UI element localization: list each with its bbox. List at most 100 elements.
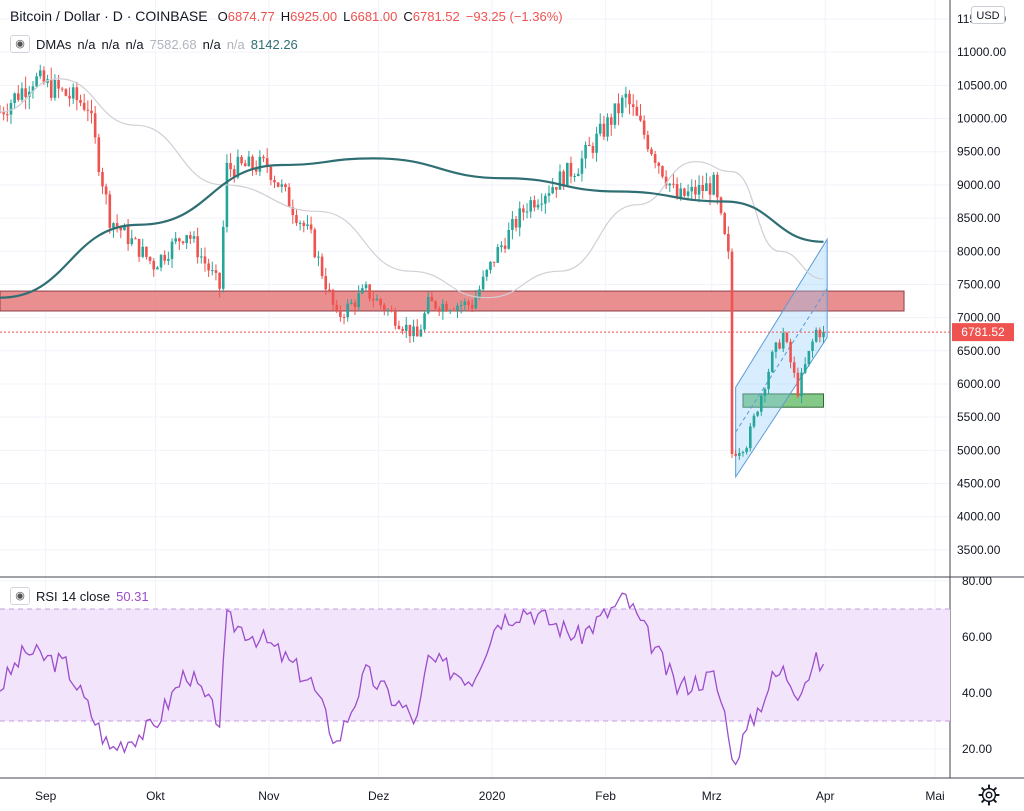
candle-body xyxy=(390,309,393,312)
dma-value-6: n/a xyxy=(226,36,245,52)
candle-body xyxy=(807,350,811,365)
candle xyxy=(668,182,672,192)
candle xyxy=(218,272,221,298)
candle xyxy=(738,448,741,460)
candle-body xyxy=(620,97,624,114)
candle xyxy=(807,350,811,367)
time-tick-label: Sep xyxy=(35,789,57,803)
candle-body xyxy=(741,452,745,454)
rsi-legend[interactable]: ◉ RSI 14 close 50.31 xyxy=(10,587,155,605)
candle-body xyxy=(108,194,112,228)
candle xyxy=(38,64,42,80)
candle xyxy=(774,341,778,359)
ma200-line xyxy=(0,157,824,299)
candle-body xyxy=(796,372,800,397)
candle-body xyxy=(642,120,646,135)
candle-body xyxy=(712,174,715,195)
candle xyxy=(375,294,379,301)
support-zone xyxy=(742,393,824,408)
candle xyxy=(251,154,254,176)
candle xyxy=(210,261,214,276)
candle-body xyxy=(503,245,507,249)
rsi-line xyxy=(0,592,825,766)
time-tick-label: Nov xyxy=(258,789,279,803)
candle xyxy=(372,290,375,308)
candle xyxy=(419,324,423,337)
candle-body xyxy=(130,238,134,245)
candle xyxy=(584,141,587,169)
candle xyxy=(181,240,185,245)
eye-icon[interactable]: ◉ xyxy=(10,35,30,53)
candle xyxy=(489,261,492,274)
candle xyxy=(141,238,145,259)
candle-body xyxy=(287,187,291,208)
candle-body xyxy=(24,88,27,98)
candle-body xyxy=(778,342,781,349)
candle xyxy=(745,446,748,455)
price-tick-label: 11000.00 xyxy=(957,45,1006,59)
candle-body xyxy=(456,305,459,311)
candle-body xyxy=(408,324,412,337)
candle xyxy=(368,283,371,302)
candle xyxy=(789,338,792,369)
candle-body xyxy=(767,371,770,390)
candle-body xyxy=(196,236,199,258)
candle-body xyxy=(64,89,68,96)
candle-body xyxy=(770,351,774,372)
candle xyxy=(536,199,540,210)
rsi-tick-label: 80.00 xyxy=(962,574,992,588)
price-tick-label: 7000.00 xyxy=(957,311,1001,325)
candle-body xyxy=(302,222,306,226)
candle-body xyxy=(423,313,426,330)
candle-body xyxy=(496,247,500,263)
dma-legend[interactable]: ◉ DMAs n/a n/a n/a 7582.68 n/a n/a 8142.… xyxy=(10,35,304,53)
time-tick-label: Apr xyxy=(816,789,835,803)
candle-body xyxy=(635,106,639,116)
candle xyxy=(339,305,342,322)
candle xyxy=(20,82,24,103)
currency-badge[interactable]: USD xyxy=(971,6,1005,24)
high-label: H xyxy=(280,8,291,24)
time-tick-label: Dez xyxy=(368,789,389,803)
candle-body xyxy=(357,293,360,308)
candle xyxy=(814,327,818,343)
candle xyxy=(657,161,661,174)
candle-body xyxy=(811,341,814,351)
candle-body xyxy=(803,364,807,373)
candles xyxy=(0,64,825,460)
candle xyxy=(31,81,35,99)
last-price-tag-label: 6781.52 xyxy=(961,325,1005,339)
candle xyxy=(434,300,437,312)
candle-body xyxy=(185,235,188,244)
candle xyxy=(448,309,452,315)
candle-body xyxy=(42,70,46,83)
candle xyxy=(518,201,522,237)
candle-body xyxy=(628,93,631,105)
candle xyxy=(148,256,152,265)
candle xyxy=(426,291,430,315)
candle xyxy=(379,297,382,310)
candle xyxy=(408,324,412,343)
candle-body xyxy=(646,134,650,150)
candle-body xyxy=(587,144,591,147)
eye-icon[interactable]: ◉ xyxy=(10,587,30,605)
candle xyxy=(137,238,141,263)
candle xyxy=(569,156,573,184)
candle xyxy=(350,299,353,305)
candle xyxy=(752,413,756,429)
gear-icon[interactable] xyxy=(978,784,1000,806)
candle xyxy=(822,325,825,344)
candle-body xyxy=(598,123,602,134)
axis-labels: 3500.00 4000.00 4500.00 5000.00 5500.00 6000.… xyxy=(35,12,1007,803)
candle-body xyxy=(148,256,152,261)
candle-body xyxy=(657,162,661,167)
candle xyxy=(540,193,543,212)
candle xyxy=(492,261,496,268)
candle xyxy=(456,303,459,318)
candle-body xyxy=(361,288,364,294)
candle-body xyxy=(353,302,357,308)
candle-body xyxy=(309,224,313,230)
candle xyxy=(595,126,598,162)
candle-body xyxy=(126,225,130,245)
